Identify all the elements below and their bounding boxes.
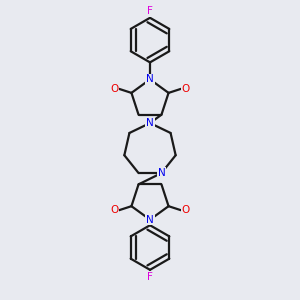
Text: N: N — [146, 74, 154, 84]
Text: O: O — [110, 84, 118, 94]
Text: F: F — [147, 272, 153, 282]
Text: O: O — [182, 205, 190, 215]
Text: O: O — [182, 84, 190, 94]
Text: N: N — [158, 168, 165, 178]
Text: F: F — [147, 6, 153, 16]
Text: N: N — [146, 118, 154, 128]
Text: O: O — [110, 205, 118, 215]
Text: N: N — [146, 215, 154, 225]
